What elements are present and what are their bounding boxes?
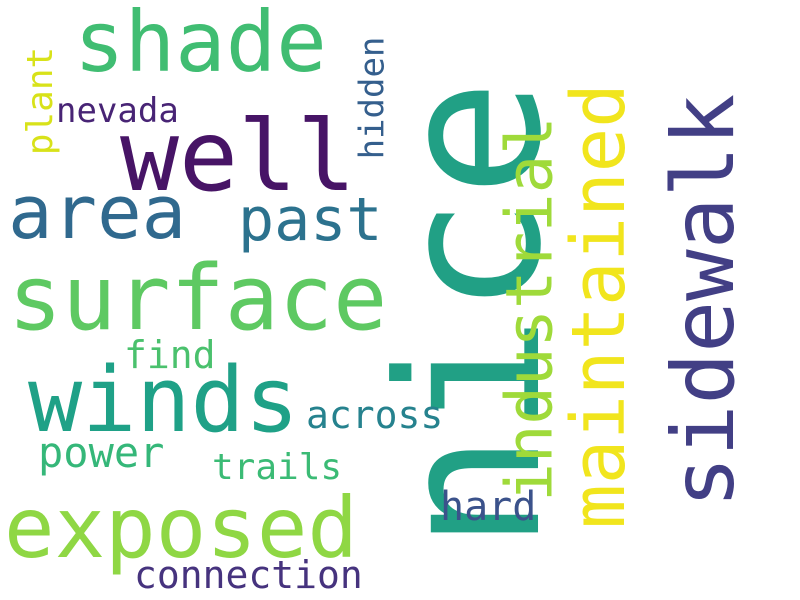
word-winds: winds bbox=[28, 348, 299, 453]
word-plant: plant bbox=[20, 46, 62, 156]
word-trails: trails bbox=[212, 447, 343, 488]
word-shade: shade bbox=[74, 0, 327, 91]
word-find: find bbox=[124, 333, 216, 377]
word-hidden: hidden bbox=[352, 36, 393, 160]
word-exposed: exposed bbox=[4, 479, 359, 577]
word-area: area bbox=[8, 170, 187, 256]
word-nevada: nevada bbox=[56, 91, 179, 131]
word-connection: connection bbox=[134, 553, 363, 597]
word-surface: surface bbox=[8, 246, 388, 351]
word-well: well bbox=[120, 100, 357, 214]
word-maintained: maintained bbox=[555, 83, 642, 529]
word-past: past bbox=[238, 185, 383, 255]
word-industrial: industrial bbox=[493, 116, 568, 502]
word-across: across bbox=[306, 393, 444, 437]
word-power: power bbox=[38, 428, 165, 477]
word-hard: hard bbox=[440, 484, 537, 530]
word-sidewalk: sidewalk bbox=[654, 93, 755, 509]
